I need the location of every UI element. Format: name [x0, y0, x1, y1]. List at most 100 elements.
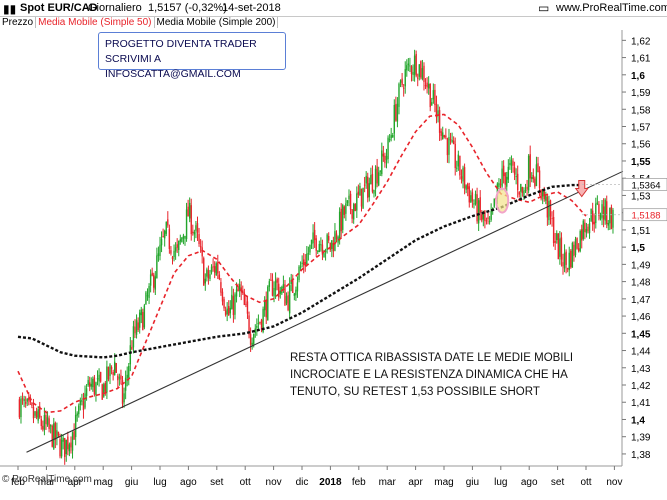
candle-body: [110, 367, 113, 370]
candle-body: [420, 61, 422, 78]
down-arrow-icon: [574, 180, 589, 198]
candle-body: [206, 269, 208, 277]
candle-body: [134, 326, 136, 334]
candle-body: [371, 173, 374, 192]
candle-body: [276, 278, 278, 283]
candle-body: [292, 278, 294, 293]
candle-body: [226, 308, 228, 315]
candle-body: [482, 213, 485, 220]
candle-body: [529, 154, 531, 179]
candle-body: [279, 290, 281, 294]
candle-body: [217, 262, 219, 274]
candle-body: [129, 345, 132, 365]
y-tick-label: 1,4: [631, 415, 645, 426]
y-tick-label: 1,59: [631, 88, 651, 99]
candle-body: [562, 262, 564, 267]
candle-body: [390, 135, 392, 139]
x-tick-label: dic: [296, 477, 309, 488]
candle-body: [237, 286, 239, 292]
candle-body: [591, 210, 594, 225]
candle-body: [51, 425, 53, 447]
candle-body: [577, 248, 580, 251]
candle-body: [157, 253, 160, 257]
x-tick-label: giu: [466, 477, 479, 488]
candle-body: [563, 252, 566, 269]
period-label: Giornaliero: [88, 2, 142, 14]
y-tick-label: 1,53: [631, 191, 651, 202]
candle-body: [151, 272, 153, 276]
candle-body: [256, 326, 258, 328]
candle-body: [360, 188, 363, 207]
bars-icon[interactable]: ▮▮: [3, 2, 17, 16]
ma200-price-tag-box: [622, 178, 667, 191]
legend-ma200[interactable]: Media Mobile (Simple 200): [154, 17, 279, 28]
candle-body: [212, 266, 214, 268]
candle-body: [270, 279, 272, 281]
candle-body: [234, 294, 236, 315]
candle-body: [509, 163, 511, 165]
x-tick-label: ago: [521, 477, 538, 488]
candle-body: [34, 411, 36, 416]
candle-body: [335, 233, 338, 240]
candle-body: [468, 186, 470, 203]
candle-body: [516, 173, 519, 191]
y-tick-label: 1,39: [631, 433, 651, 444]
candle-body: [199, 246, 202, 248]
candle-body: [349, 193, 352, 210]
candle-body: [170, 250, 172, 254]
candle-body: [331, 240, 333, 250]
candlesticks: [18, 49, 614, 465]
candle-body: [570, 250, 572, 268]
candle-body: [510, 159, 513, 166]
candle-body: [107, 367, 110, 380]
candle-body: [307, 253, 310, 255]
candle-body: [476, 194, 478, 222]
candle-body: [20, 398, 22, 418]
candle-body: [556, 233, 558, 241]
candle-body: [98, 374, 100, 382]
candle-body: [187, 206, 189, 217]
candle-body: [527, 155, 530, 191]
candle-body: [424, 85, 427, 87]
candle-body: [459, 155, 461, 176]
x-tick-label: nov: [606, 477, 622, 488]
x-tick-label: nov: [266, 477, 282, 488]
y-tick-label: 1,43: [631, 364, 651, 375]
candle-body: [221, 291, 224, 302]
candle-body: [515, 176, 517, 178]
candle-body: [537, 163, 539, 173]
candle-body: [384, 155, 386, 164]
candle-body: [531, 177, 533, 179]
last-price-tag-box: [622, 208, 667, 222]
candle-body: [340, 208, 342, 232]
x-tick-label: 2018: [319, 477, 342, 488]
candle-body: [565, 251, 567, 265]
info-box: PROGETTO DIVENTA TRADER SCRIVIMI A INFOS…: [98, 32, 286, 80]
candle-body: [24, 402, 27, 404]
candle-body: [48, 418, 50, 429]
candle-body: [287, 295, 289, 311]
candle-body: [399, 80, 402, 83]
candle-body: [263, 301, 266, 311]
legend-price[interactable]: Prezzo: [0, 17, 37, 28]
candle-body: [388, 139, 391, 141]
candle-body: [346, 200, 349, 204]
candle-body: [246, 301, 249, 314]
candle-body: [327, 236, 330, 241]
candle-body: [457, 154, 460, 167]
candle-body: [210, 266, 213, 273]
window-icon[interactable]: ▭: [538, 1, 550, 15]
y-tick-label: 1,41: [631, 398, 651, 409]
candle-body: [76, 413, 78, 416]
candle-body: [463, 167, 466, 189]
candle-body: [296, 282, 299, 292]
legend-ma50[interactable]: Media Mobile (Simple 50): [36, 17, 155, 28]
candle-body: [401, 78, 403, 85]
candle-body: [64, 437, 66, 457]
candle-body: [112, 372, 114, 375]
candle-body: [317, 250, 319, 252]
candle-body: [84, 393, 86, 408]
candle-body: [26, 398, 28, 402]
copyright-label: © ProRealTime.com: [2, 474, 92, 485]
